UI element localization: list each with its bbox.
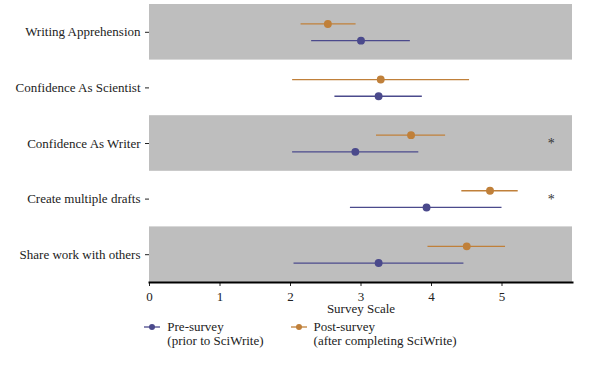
svg-text:*: * — [548, 192, 555, 207]
svg-text:*: * — [548, 136, 555, 151]
html-text:Post-survey (after completing: Post-survey (after completing SciWrite) — [313, 319, 457, 348]
svg-text:Writing Apprehension: Writing Apprehension — [25, 24, 141, 39]
svg-text:Survey Scale: Survey Scale — [327, 301, 395, 316]
html-text:Pre-survey (prior to SciWrite): Pre-survey (prior to SciWrite) — [167, 319, 264, 348]
svg-text:2: 2 — [287, 289, 294, 304]
svg-text:Share work with others: Share work with others — [20, 247, 141, 262]
svg-text:Create multiple drafts: Create multiple drafts — [27, 191, 140, 206]
svg-text:1: 1 — [217, 289, 224, 304]
svg-text:Confidence As Scientist: Confidence As Scientist — [16, 80, 141, 95]
svg-text:0: 0 — [146, 289, 153, 304]
svg-text:Confidence As Writer: Confidence As Writer — [27, 136, 141, 151]
svg-text:5: 5 — [499, 289, 506, 304]
svg-text:4: 4 — [428, 289, 435, 304]
svg-text:3: 3 — [357, 288, 365, 304]
